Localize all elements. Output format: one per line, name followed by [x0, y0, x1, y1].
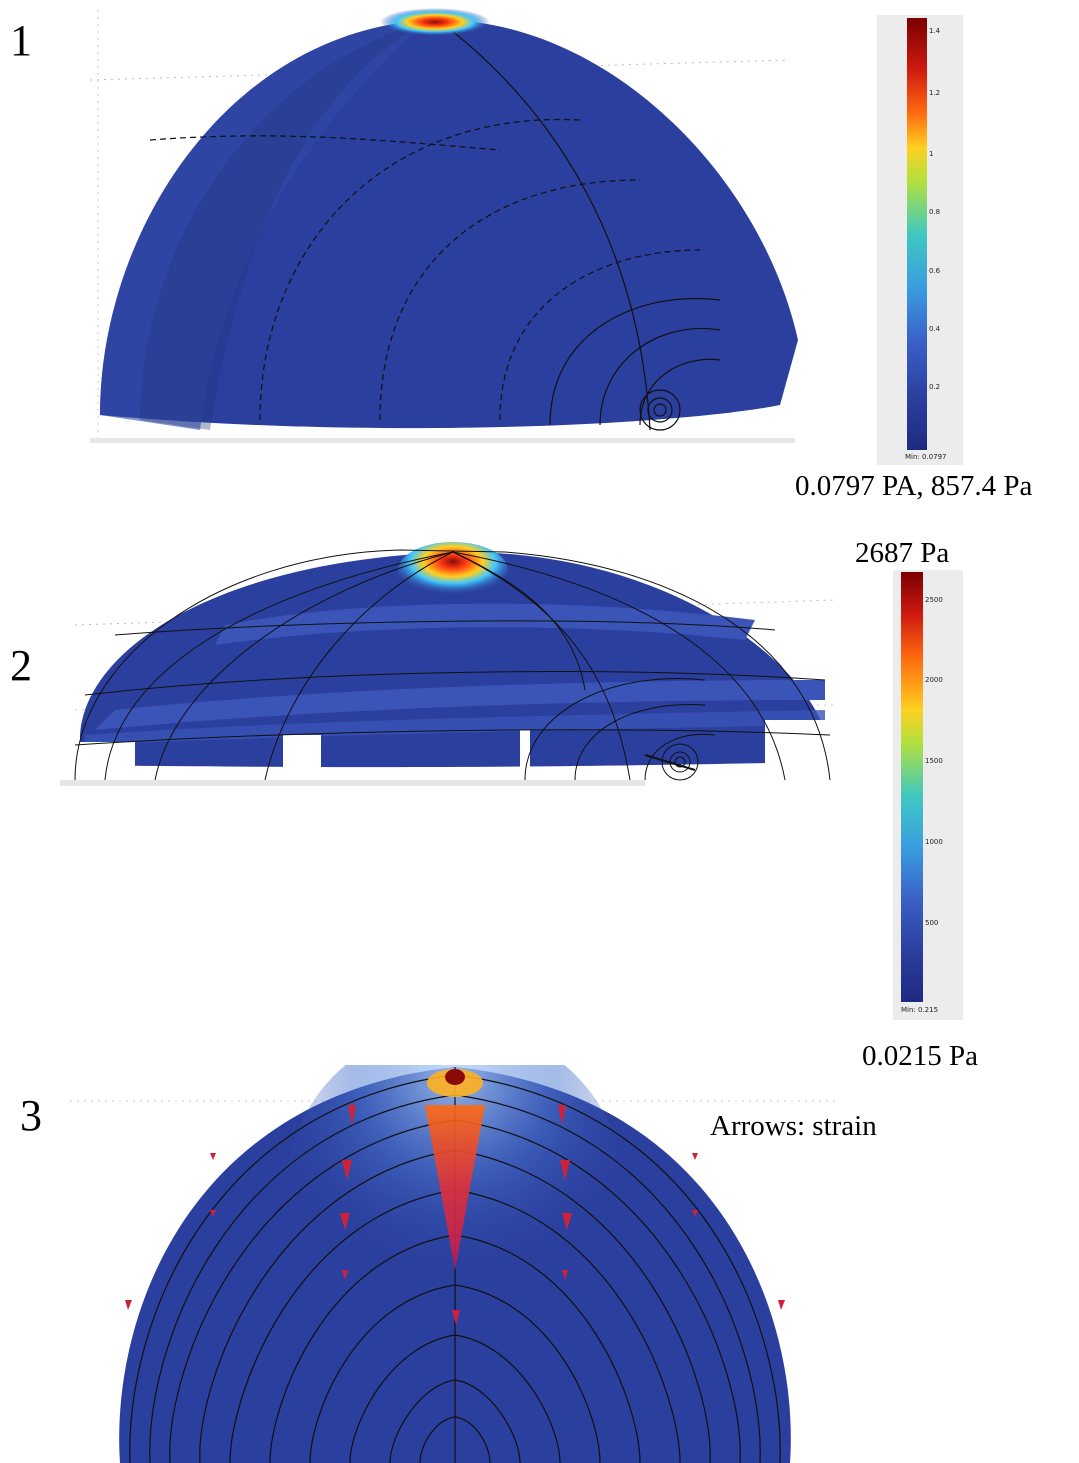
- panel-3-dome-top-view: [70, 1065, 840, 1463]
- panel-1-tick: 0.8: [929, 208, 941, 216]
- panel-2-tick: 1000: [925, 838, 943, 846]
- panel-1-colorbar-min: Min: 0.0797: [905, 453, 947, 461]
- panel-2-dome-render: [60, 542, 836, 786]
- panel-3-number: 3: [20, 1091, 42, 1140]
- panel-1-number: 1: [10, 16, 32, 65]
- panel-2-colorbar-gradient: [901, 572, 923, 1002]
- panel-1-colorbar: 1.4 1.2 1 0.8 0.6 0.4 0.2 Min: 0.0797: [877, 15, 963, 465]
- panel-1-tick: 0.6: [929, 267, 941, 275]
- panel-1-range-caption: 0.0797 PA, 857.4 Pa: [795, 470, 1033, 502]
- panel-1-tick: 1.4: [929, 27, 941, 35]
- panel-2-tick: 2000: [925, 676, 943, 684]
- panel-1-dome-render: [89, 8, 798, 443]
- panel-2-tick: 500: [925, 919, 939, 927]
- panel-2-colorbar: 2500 2000 1500 1000 500 Min: 0.215: [893, 570, 963, 1020]
- panel-3-annotation: Arrows: strain: [710, 1110, 877, 1142]
- panel-1-colorbar-gradient: [907, 18, 927, 450]
- panel-2-tick: 2500: [925, 596, 943, 604]
- panel-2-colorbar-min: Min: 0.215: [901, 1006, 939, 1014]
- panel-2-max-caption: 2687 Pa: [855, 537, 950, 569]
- panel-2-min-caption: 0.0215 Pa: [862, 1040, 978, 1072]
- panel-1-tick: 1.2: [929, 89, 941, 97]
- panel-1-tick: 0.2: [929, 383, 941, 391]
- panel-2-number: 2: [10, 641, 32, 690]
- panel-1-tick: 1: [929, 150, 934, 158]
- panel-1-tick: 0.4: [929, 325, 941, 333]
- panel-2-tick: 1500: [925, 757, 943, 765]
